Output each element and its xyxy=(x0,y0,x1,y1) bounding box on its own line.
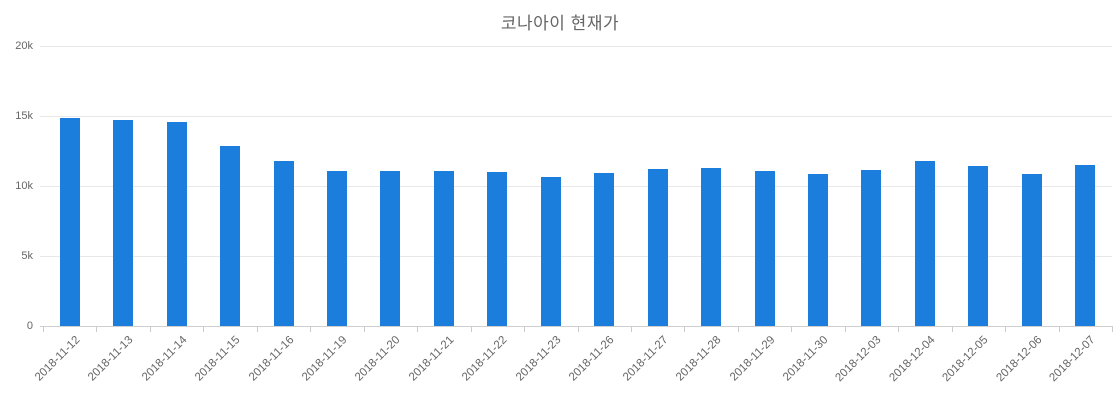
bar-2018-11-13[interactable] xyxy=(113,119,134,326)
x-axis-tick-mark xyxy=(149,326,151,332)
bar-2018-12-05[interactable] xyxy=(968,166,989,326)
x-axis-tick-label: 2018-11-23 xyxy=(513,334,564,384)
y-gridline xyxy=(40,46,1112,47)
x-axis-tick-label: 2018-12-06 xyxy=(994,334,1045,385)
x-axis-tick-label: 2018-11-12 xyxy=(32,334,83,384)
x-axis-tick-label: 2018-12-03 xyxy=(833,334,884,385)
bar-2018-11-26[interactable] xyxy=(594,173,615,326)
y-gridline xyxy=(40,256,1112,257)
bar-2018-11-22[interactable] xyxy=(487,172,508,326)
chart-title: 코나아이 현재가 xyxy=(500,14,620,33)
y-gridline xyxy=(40,116,1112,117)
bar-2018-11-21[interactable] xyxy=(433,171,454,326)
bar-2018-12-04[interactable] xyxy=(914,160,935,326)
x-axis-tick-mark xyxy=(844,326,846,332)
x-axis-tick-label: 2018-11-26 xyxy=(567,334,617,384)
x-axis-tick-label: 2018-11-28 xyxy=(674,334,724,384)
x-axis-tick-label: 2018-11-16 xyxy=(246,334,297,384)
bar-2018-11-20[interactable] xyxy=(380,170,401,326)
x-axis-tick-mark xyxy=(737,326,739,332)
bar-2018-11-28[interactable] xyxy=(701,167,722,326)
x-axis-tick-mark xyxy=(684,326,686,332)
x-axis-tick-label: 2018-11-13 xyxy=(86,334,136,384)
x-axis-tick-label: 2018-11-27 xyxy=(620,334,671,384)
x-axis-tick-mark xyxy=(577,326,579,332)
x-axis-tick-mark xyxy=(470,326,472,332)
y-axis-tick-label: 0 xyxy=(26,320,33,332)
bar-2018-11-16[interactable] xyxy=(273,160,294,326)
x-axis-tick-mark xyxy=(203,326,205,332)
bar-2018-11-29[interactable] xyxy=(754,171,775,326)
bar-2018-11-12[interactable] xyxy=(59,118,80,326)
x-axis-tick-mark xyxy=(630,326,632,332)
x-axis-tick-label: 2018-11-19 xyxy=(299,334,350,384)
x-axis-tick-mark xyxy=(524,326,526,332)
x-axis-tick-label: 2018-12-07 xyxy=(1047,334,1098,385)
y-axis-tick-label: 15k xyxy=(15,110,33,122)
bar-2018-12-07[interactable] xyxy=(1075,165,1096,326)
x-axis-tick-mark xyxy=(96,326,98,332)
x-axis-tick-mark xyxy=(417,326,419,332)
x-axis-tick-mark xyxy=(43,326,44,332)
x-axis-tick-mark xyxy=(310,326,312,332)
bar-2018-11-14[interactable] xyxy=(166,122,187,326)
x-axis-tick-mark xyxy=(1112,326,1113,332)
y-gridline xyxy=(40,186,1112,187)
x-axis-tick-label: 2018-12-05 xyxy=(940,334,991,385)
x-axis-tick-mark xyxy=(1005,326,1007,332)
bar-2018-11-23[interactable] xyxy=(540,176,561,326)
x-axis-tick-mark xyxy=(256,326,258,332)
y-axis-tick-label: 5k xyxy=(21,250,33,262)
bar-2018-11-27[interactable] xyxy=(647,168,668,326)
x-axis-tick-label: 2018-11-14 xyxy=(139,334,190,384)
x-axis-tick-mark xyxy=(898,326,900,332)
x-axis-tick-label: 2018-11-21 xyxy=(406,334,457,384)
bar-2018-12-06[interactable] xyxy=(1021,174,1042,326)
x-axis-tick-label: 2018-11-15 xyxy=(193,334,243,384)
x-axis-tick-label: 2018-11-22 xyxy=(460,334,510,384)
bar-2018-11-15[interactable] xyxy=(220,146,241,326)
x-axis-line xyxy=(40,326,1112,327)
x-axis-tick-mark xyxy=(951,326,953,332)
x-axis-tick-mark xyxy=(1058,326,1060,332)
bar-2018-11-30[interactable] xyxy=(808,174,829,326)
x-axis-tick-label: 2018-12-04 xyxy=(887,334,938,385)
x-axis-tick-label: 2018-11-20 xyxy=(353,334,403,384)
x-axis-tick-mark xyxy=(363,326,365,332)
x-axis-tick-label: 2018-11-29 xyxy=(727,334,778,384)
y-axis-tick-label: 10k xyxy=(15,180,33,192)
x-axis-tick-mark xyxy=(791,326,793,332)
bar-2018-12-03[interactable] xyxy=(861,169,882,326)
x-axis-tick-label: 2018-11-30 xyxy=(781,334,831,384)
bar-2018-11-19[interactable] xyxy=(326,170,347,326)
y-axis-tick-label: 20k xyxy=(15,40,33,52)
